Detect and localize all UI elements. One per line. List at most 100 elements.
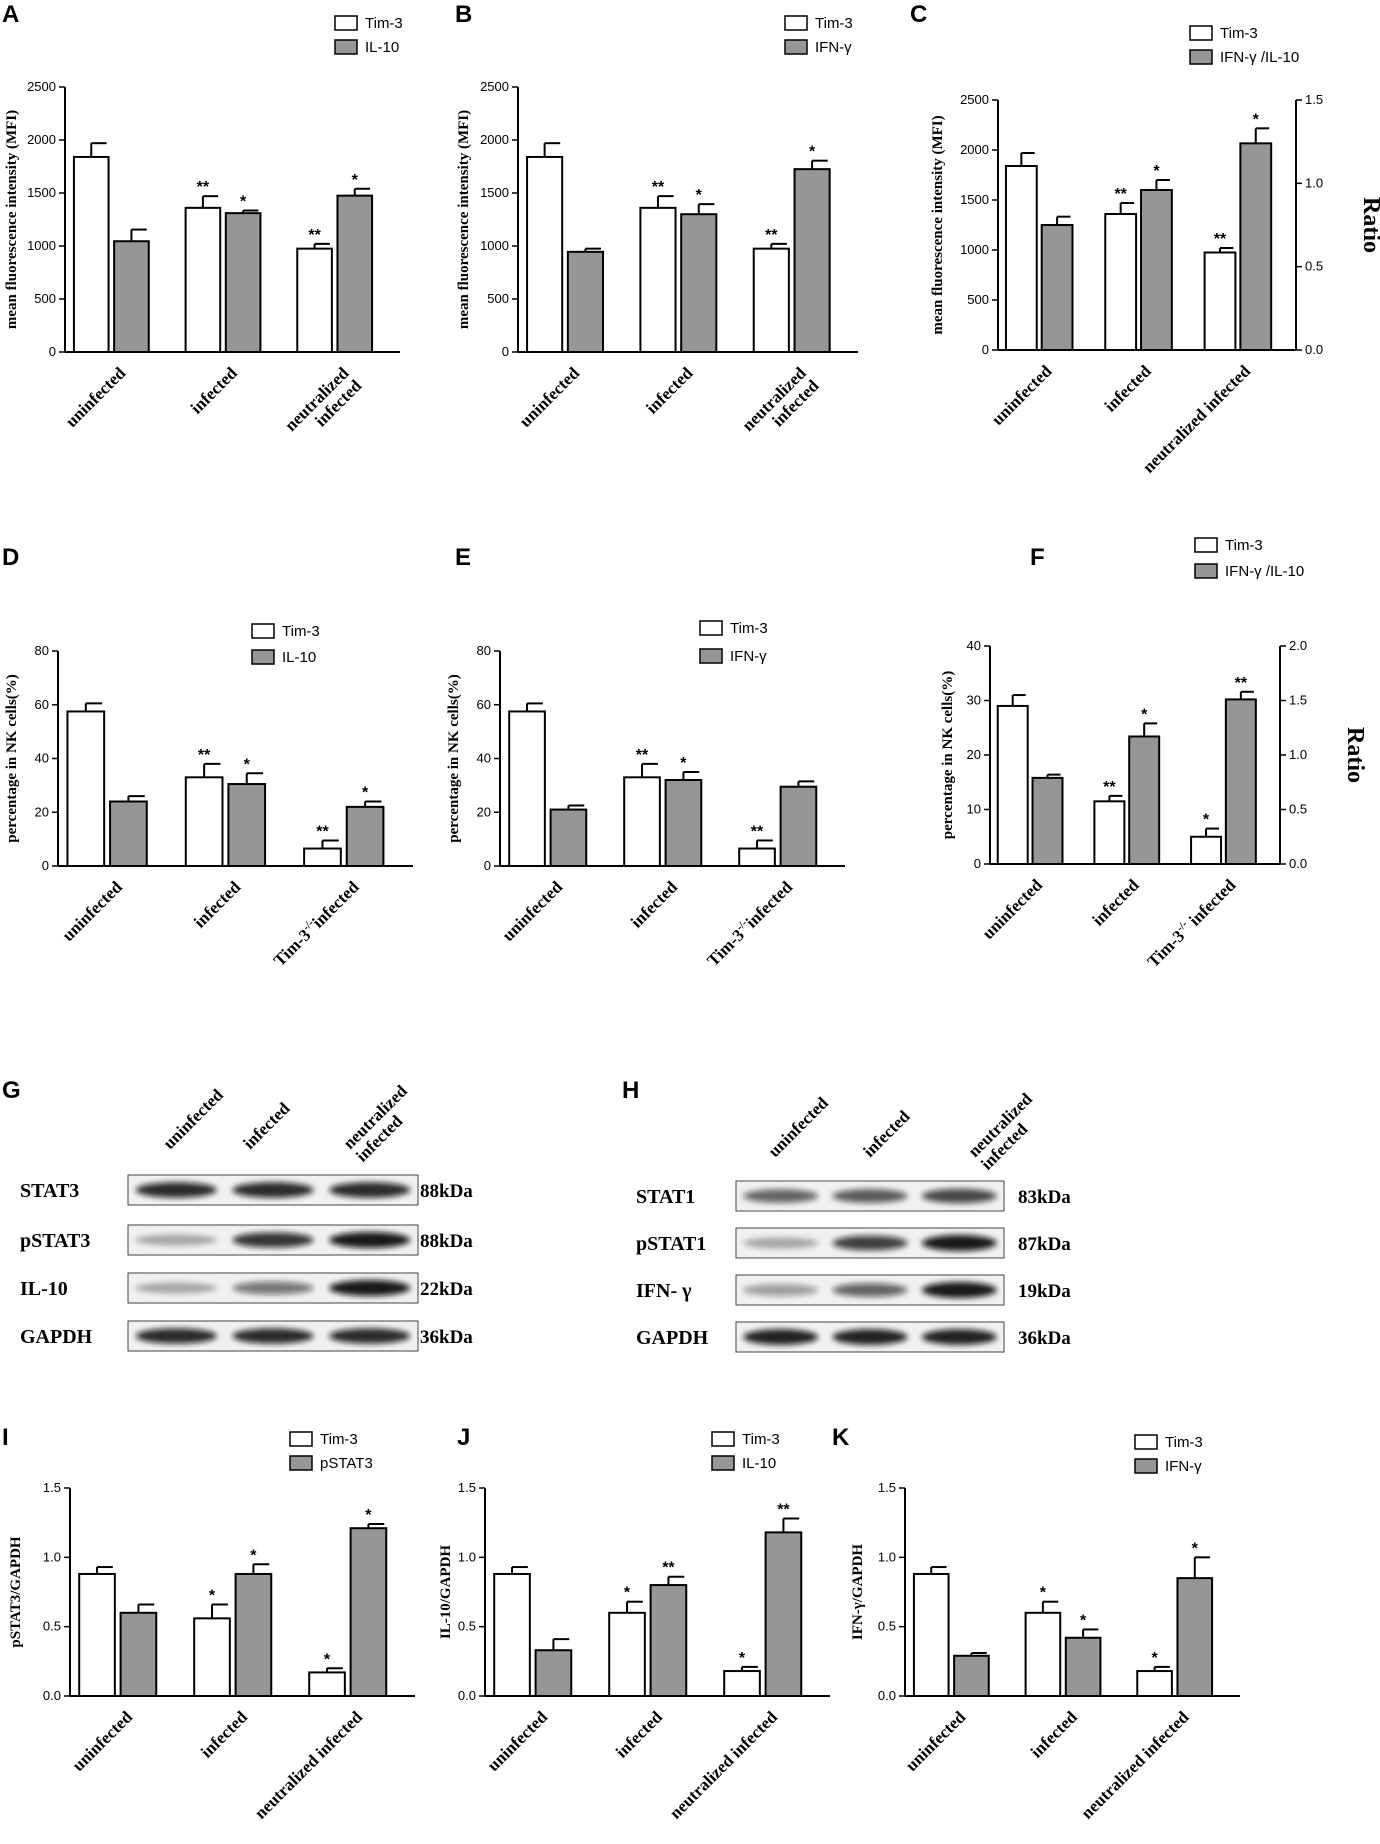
legend-swatch <box>1189 25 1213 41</box>
x-category-label: uninfected <box>516 363 584 431</box>
y-tick-label: 0 <box>982 342 989 357</box>
x-category-line: neutralized infected <box>1139 361 1255 477</box>
y-axis-label: percentage in NK cells(%) <box>446 674 462 842</box>
bar-gray <box>336 194 374 353</box>
y-axis-label: mean fluorescence intensity (MFI) <box>456 110 472 329</box>
legend-swatch <box>711 1455 735 1471</box>
y2-tick-label: 1.5 <box>1289 693 1307 708</box>
y2-tick-label: 0.0 <box>1305 342 1323 357</box>
x-category-line: uninfected <box>499 877 567 945</box>
bar-gray <box>953 1654 990 1697</box>
blot-band <box>832 1283 908 1297</box>
significance-mark: * <box>739 1650 746 1667</box>
legend-swatch <box>289 1431 313 1447</box>
y2-tick-label: 0.5 <box>1289 802 1307 817</box>
bar-white <box>996 704 1029 866</box>
bar-gray <box>566 250 604 353</box>
significance-mark: * <box>250 1547 257 1564</box>
significance-mark: ** <box>662 1560 675 1577</box>
x-category-label: uninfected <box>58 877 126 945</box>
x-category-label: uninfected <box>69 1707 137 1775</box>
significance-mark: * <box>1040 1585 1047 1602</box>
x-category-line: infected <box>190 877 245 932</box>
y-tick-label: 0.5 <box>43 1619 61 1634</box>
bar-gray <box>345 805 385 867</box>
panel-letter: H <box>622 1077 639 1104</box>
y-tick-label: 0 <box>42 858 49 873</box>
lane-label-line: uninfected <box>159 1085 227 1153</box>
significance-mark: ** <box>1214 231 1227 248</box>
bar-white <box>738 847 776 867</box>
x-category-line: uninfected <box>516 363 584 431</box>
lane-label-line: infected <box>239 1098 294 1153</box>
significance-mark: * <box>1080 1612 1087 1629</box>
y2-tick-label: 0.0 <box>1289 856 1307 871</box>
protein-label: pSTAT3 <box>20 1230 90 1252</box>
bar-white <box>493 1572 531 1698</box>
bar-white <box>1024 1611 1062 1698</box>
x-category-label: Tim-3-/- infected <box>1143 874 1240 971</box>
blot-band <box>832 1189 908 1203</box>
bar-white <box>193 1617 231 1698</box>
y-axis-label: mean fluorescence intensity (MFI) <box>4 110 20 329</box>
x-category-line: uninfected <box>978 875 1046 943</box>
bar-gray <box>549 808 588 867</box>
bar-white <box>1203 251 1237 351</box>
y-tick-label: 40 <box>35 751 49 766</box>
y-tick-label: 0.0 <box>878 1688 896 1703</box>
x-category-line: infected <box>612 1707 667 1762</box>
bar-gray <box>234 1572 273 1698</box>
kda-label: 19kDa <box>1018 1281 1071 1302</box>
y-tick-label: 500 <box>34 291 56 306</box>
bar-gray <box>1128 735 1161 865</box>
bar-gray <box>1176 1577 1214 1697</box>
y2-axis-label: Ratio <box>1358 197 1380 253</box>
chart-panel-A: A 0 500 1000 1500 2000 2500 mean fluorescence i… <box>2 1 403 435</box>
bar-white <box>72 155 110 353</box>
bar-white <box>1093 800 1126 866</box>
bar-white <box>296 247 333 353</box>
x-category-label: infected <box>197 1707 252 1762</box>
significance-mark: * <box>324 1651 331 1668</box>
significance-mark: ** <box>765 227 778 244</box>
y-tick-label: 2000 <box>960 142 989 157</box>
y-axis-label: percentage in NK cells(%) <box>940 671 956 839</box>
bar-white <box>526 155 564 353</box>
blot-band <box>832 1329 908 1345</box>
legend-label: IFN-γ /IL-10 <box>1225 563 1304 580</box>
x-category-label: neutralized infected <box>666 1707 782 1823</box>
bar-white <box>308 1671 346 1697</box>
protein-label: IFN- γ <box>636 1280 692 1302</box>
y2-axis-label: Ratio <box>1342 727 1368 783</box>
x-category-rest: infected <box>1182 875 1240 933</box>
legend-label: Tim-3 <box>282 623 320 640</box>
significance-mark: ** <box>1103 779 1116 796</box>
kda-label: 36kDa <box>420 1327 473 1348</box>
legend-label: IL-10 <box>282 649 316 666</box>
legend-label: IFN-γ <box>1165 1458 1202 1475</box>
y2-tick-label: 0.5 <box>1305 259 1323 274</box>
legend-swatch <box>1194 537 1218 553</box>
significance-mark: ** <box>316 823 329 840</box>
lane-label: infected <box>239 1098 294 1153</box>
legend-label: IL-10 <box>742 1455 776 1472</box>
y-tick-label: 20 <box>35 804 49 819</box>
panel-letter: A <box>2 1 19 28</box>
blot-band <box>232 1182 314 1198</box>
x-category-label: uninfected <box>988 361 1056 429</box>
significance-mark: ** <box>1235 675 1248 692</box>
bar-white <box>639 206 677 353</box>
legend-label: Tim-3 <box>742 1431 780 1448</box>
bar-white <box>912 1572 950 1698</box>
blot-band <box>232 1328 314 1344</box>
x-category-label: neutralized infected <box>1077 1707 1193 1823</box>
x-category-line: uninfected <box>69 1707 137 1775</box>
legend-label: Tim-3 <box>1225 537 1263 554</box>
protein-label: GAPDH <box>636 1327 709 1349</box>
legend-swatch <box>699 620 723 636</box>
significance-mark: * <box>680 755 687 772</box>
legend-label: IL-10 <box>365 39 399 56</box>
y-tick-label: 1500 <box>27 185 56 200</box>
